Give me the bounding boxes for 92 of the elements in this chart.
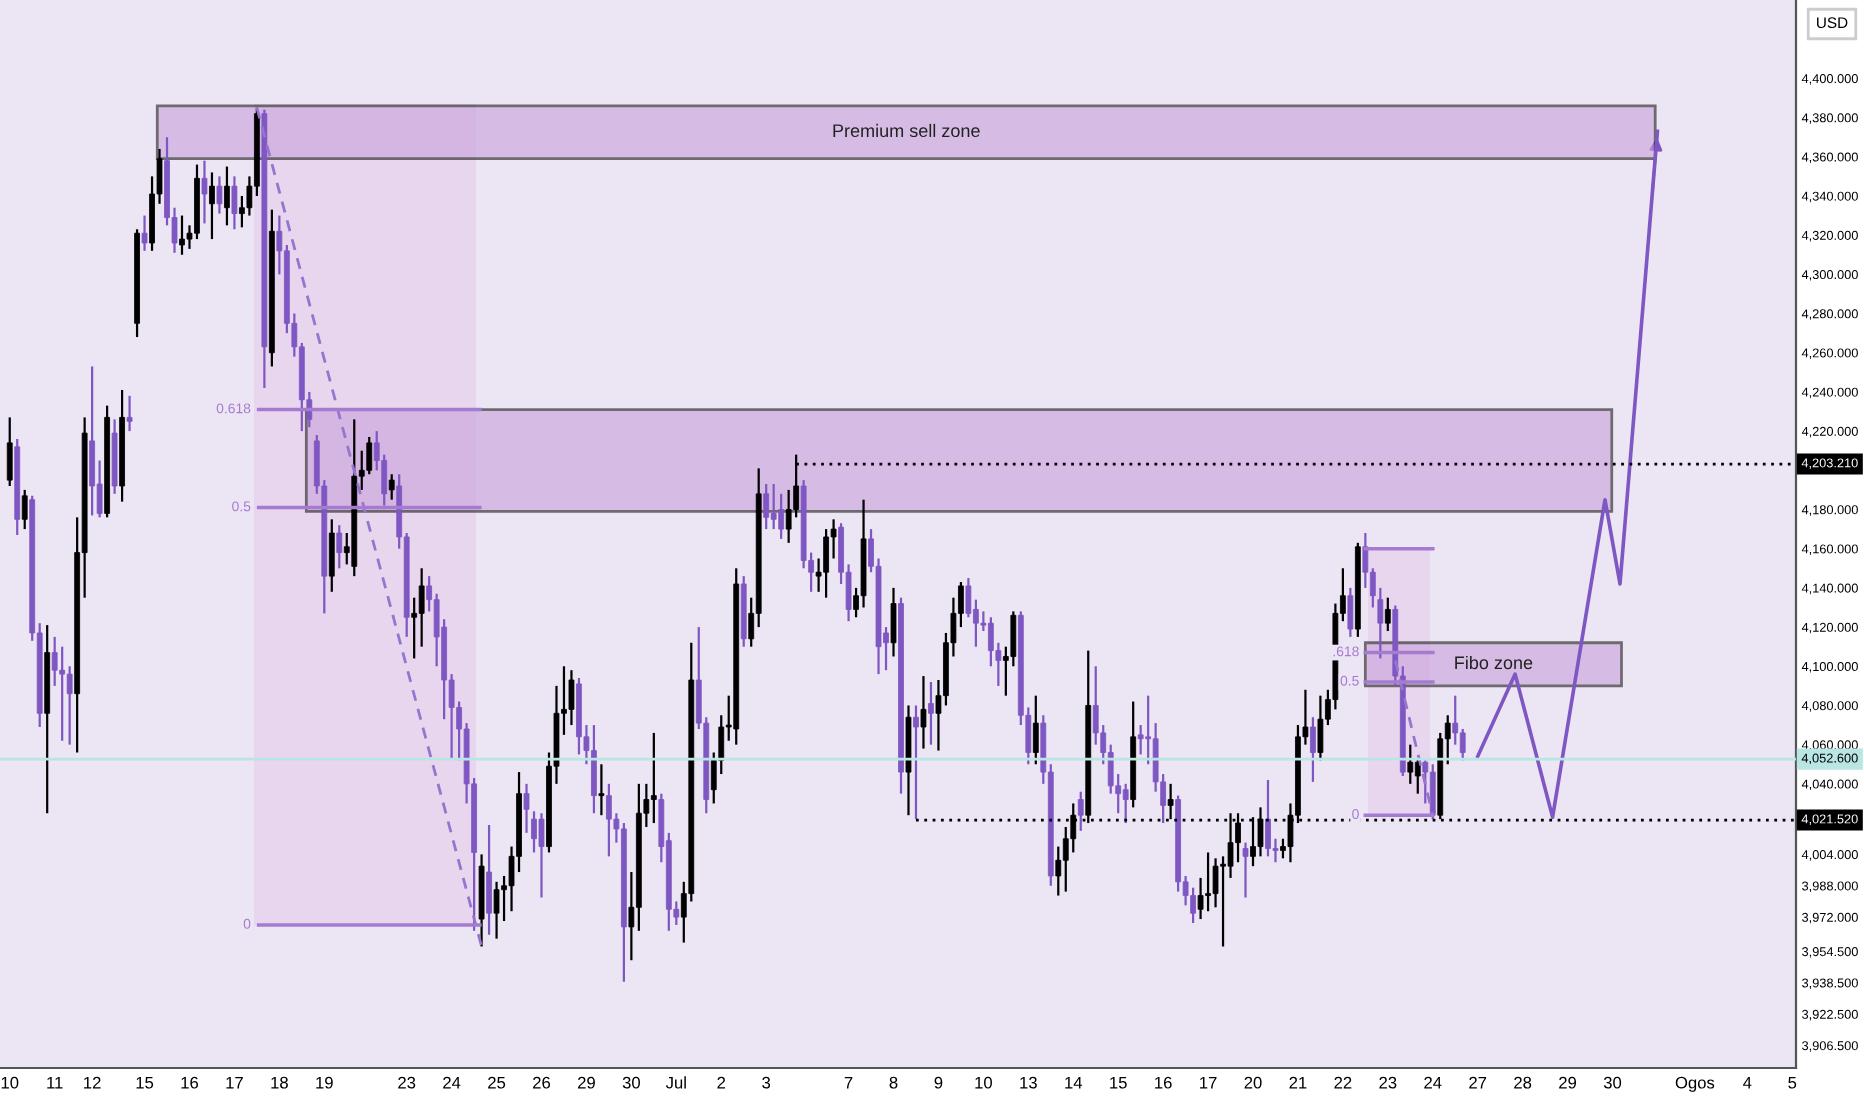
x-tick-label: 19 bbox=[316, 1076, 333, 1089]
x-tick-label: 5 bbox=[1788, 1076, 1797, 1089]
candlestick bbox=[1384, 596, 1391, 633]
candlestick bbox=[1122, 782, 1129, 825]
candlestick bbox=[1032, 694, 1039, 766]
x-tick-label: 7 bbox=[844, 1076, 853, 1089]
x-tick-label: Jul bbox=[665, 1076, 686, 1089]
candlestick bbox=[823, 527, 829, 599]
candlestick bbox=[1362, 531, 1369, 589]
x-tick-label: 21 bbox=[1289, 1076, 1307, 1089]
candlestick bbox=[538, 812, 545, 899]
candlestick bbox=[328, 518, 335, 593]
x-tick-label: 23 bbox=[1379, 1076, 1397, 1089]
candlestick bbox=[59, 645, 66, 742]
candlestick bbox=[66, 665, 73, 746]
x-tick-label: 17 bbox=[226, 1076, 243, 1089]
candlestick bbox=[1265, 778, 1271, 858]
candlestick bbox=[1205, 851, 1211, 913]
x-tick-label: 2 bbox=[717, 1076, 726, 1089]
band-label: Fibo zone bbox=[1455, 655, 1533, 670]
candlestick bbox=[224, 165, 230, 227]
x-tick-label: 17 bbox=[1200, 1076, 1217, 1089]
x-tick-label: 10 bbox=[1, 1076, 19, 1089]
x-tick-label: 16 bbox=[181, 1076, 199, 1089]
candlestick bbox=[913, 704, 919, 821]
x-tick-label: 15 bbox=[136, 1076, 154, 1089]
candlestick bbox=[1077, 790, 1084, 832]
x-tick-label: 12 bbox=[84, 1076, 101, 1089]
candlestick bbox=[1452, 694, 1459, 746]
candlestick bbox=[89, 365, 96, 517]
candlestick bbox=[388, 473, 395, 501]
candlestick bbox=[591, 723, 597, 815]
candlestick bbox=[606, 782, 612, 858]
candlestick bbox=[1347, 586, 1354, 638]
x-tick-label: 26 bbox=[533, 1076, 551, 1089]
candlestick bbox=[1317, 694, 1324, 762]
x-tick-label: 9 bbox=[934, 1076, 943, 1089]
candlestick bbox=[1055, 845, 1062, 897]
candlestick bbox=[523, 782, 530, 834]
candlestick bbox=[6, 416, 13, 488]
candlestick bbox=[126, 394, 133, 433]
x-tick-label: 29 bbox=[578, 1076, 595, 1089]
x-tick-label: 29 bbox=[1559, 1076, 1577, 1089]
candlestick bbox=[418, 567, 425, 648]
candlestick bbox=[598, 763, 605, 817]
x-tick-label: 8 bbox=[889, 1076, 898, 1089]
x-tick-label: 14 bbox=[1065, 1076, 1083, 1089]
candlestick bbox=[920, 674, 927, 750]
x-tick-label: 13 bbox=[1020, 1076, 1037, 1089]
candlestick bbox=[650, 731, 657, 825]
candlestick bbox=[890, 586, 897, 658]
x-tick-label: 27 bbox=[1469, 1076, 1487, 1089]
x-tick-label: 25 bbox=[488, 1076, 506, 1089]
candlestick bbox=[568, 669, 575, 727]
x-tick-label: 15 bbox=[1110, 1076, 1127, 1089]
candlestick bbox=[201, 159, 208, 225]
candlestick bbox=[770, 482, 777, 531]
band-label: Premium sell zone bbox=[833, 123, 980, 138]
x-tick-label: 11 bbox=[47, 1076, 63, 1089]
candlestick bbox=[778, 492, 785, 541]
candlestick bbox=[1310, 716, 1316, 783]
candlestick bbox=[1167, 782, 1174, 821]
candlestick bbox=[1429, 763, 1436, 821]
candlestick bbox=[486, 823, 492, 936]
x-tick-label: 16 bbox=[1155, 1076, 1172, 1089]
x-tick-label: 30 bbox=[1603, 1076, 1622, 1089]
candlestick bbox=[216, 175, 223, 215]
x-tick-label: 24 bbox=[443, 1076, 461, 1089]
x-tick-label: 18 bbox=[271, 1076, 288, 1089]
candlestick bbox=[493, 880, 500, 940]
x-tick-label: 24 bbox=[1424, 1076, 1442, 1089]
x-tick-label: 3 bbox=[762, 1076, 771, 1089]
candlestick bbox=[1459, 727, 1466, 762]
x-tick-label: Ogos bbox=[1675, 1076, 1715, 1092]
candlestick bbox=[763, 482, 770, 531]
x-tick-label: 10 bbox=[975, 1076, 992, 1089]
x-tick-label: 28 bbox=[1514, 1076, 1532, 1089]
candlestick bbox=[1414, 757, 1421, 795]
candlestick bbox=[209, 171, 215, 241]
candlestick bbox=[141, 214, 148, 252]
x-tick-label: 23 bbox=[398, 1076, 416, 1089]
candlestick bbox=[1407, 743, 1414, 785]
candlestick bbox=[231, 175, 238, 231]
candlestick bbox=[1242, 841, 1249, 899]
x-tick-label: 4 bbox=[1743, 1076, 1752, 1089]
x-tick-label: 30 bbox=[622, 1076, 640, 1089]
candlestick bbox=[179, 214, 185, 256]
candlestick bbox=[21, 488, 28, 531]
x-tick-label: 20 bbox=[1244, 1076, 1262, 1089]
candlestick bbox=[336, 524, 343, 570]
x-tick-label: 22 bbox=[1334, 1076, 1352, 1089]
candlestick bbox=[928, 680, 934, 746]
